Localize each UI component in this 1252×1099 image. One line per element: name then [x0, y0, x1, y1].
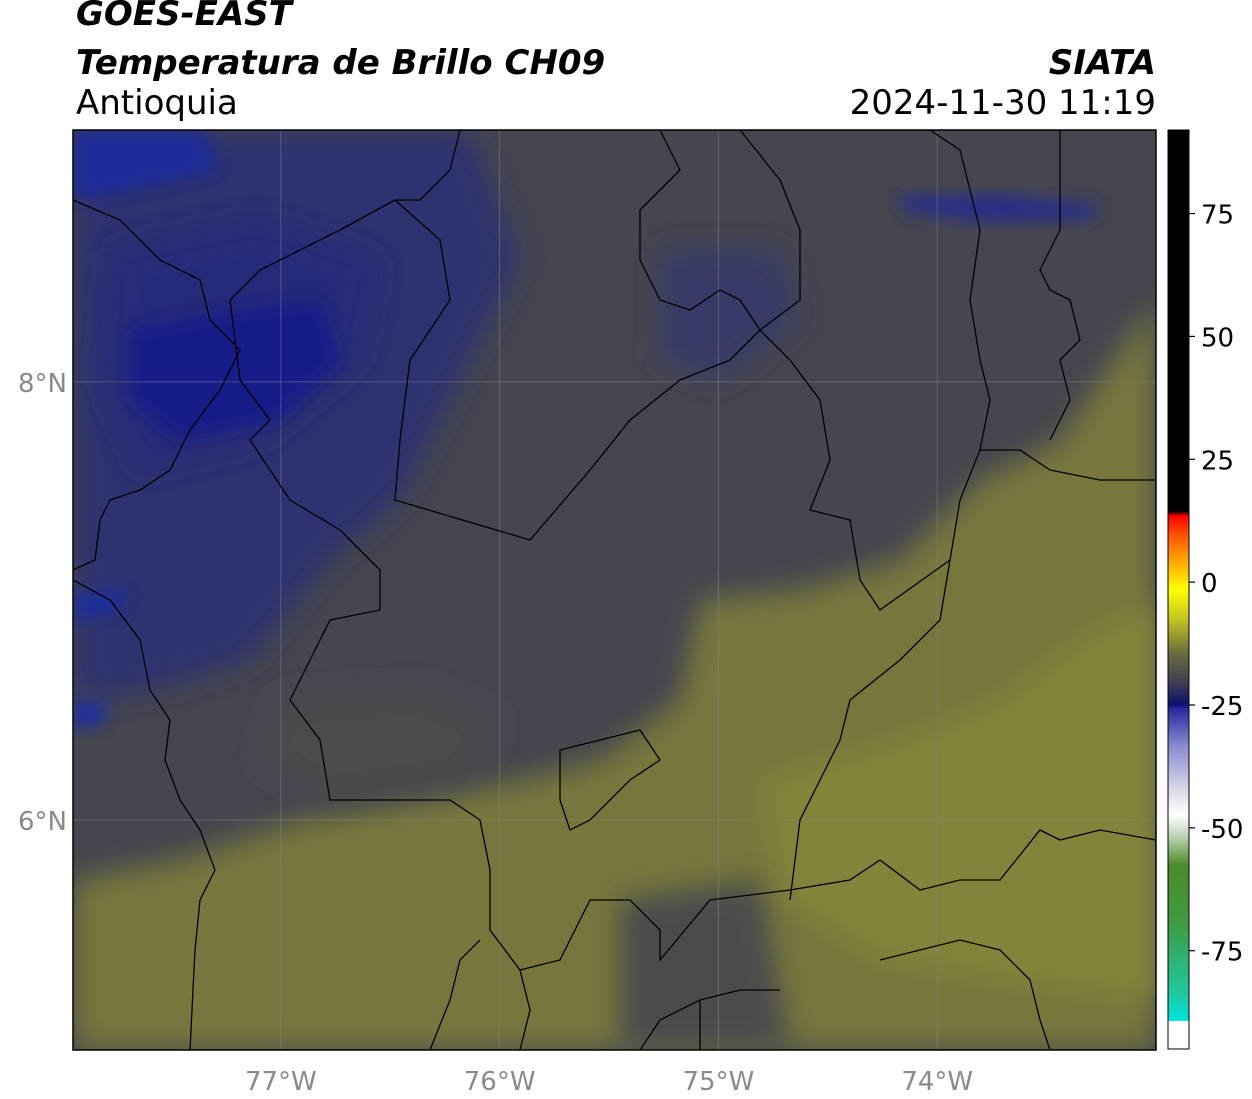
product-title: Temperatura de Brillo CH09 [76, 43, 606, 83]
colorbar-tick-label: -50 [1201, 815, 1243, 845]
lat-tick-label: 6°N [18, 807, 67, 837]
colorbar-tick-label: 25 [1201, 446, 1234, 476]
colorbar-tick-label: 50 [1201, 323, 1234, 353]
latitude-ticks: 8°N 6°N [18, 369, 67, 837]
lon-tick-label: 77°W [245, 1067, 317, 1097]
colorbar-tick-label: 75 [1201, 201, 1234, 231]
longitude-ticks: 77°W 76°W 75°W 74°W [245, 1067, 973, 1097]
lon-tick-label: 76°W [464, 1067, 536, 1097]
lon-tick-label: 75°W [683, 1067, 755, 1097]
organization-label: SIATA [1048, 43, 1156, 83]
colorbar-ticks: 75 50 25 0 -25 -50 -75 [1189, 201, 1243, 968]
lon-tick-label: 74°W [901, 1067, 973, 1097]
datetime-label: 2024-11-30 11:19 [849, 83, 1156, 123]
boundary-lines [73, 130, 1156, 1050]
colorbar-scale [1167, 129, 1190, 1050]
satellite-title: GOES-EAST [76, 0, 292, 34]
region-label: Antioquia [76, 83, 238, 123]
colorbar: 75 50 25 0 -25 -50 -75 [1167, 129, 1243, 1050]
colorbar-tick-label: -75 [1201, 938, 1243, 968]
lat-tick-label: 8°N [18, 369, 67, 399]
colorbar-tick-label: 0 [1201, 569, 1218, 599]
colorbar-tick-label: -25 [1201, 692, 1243, 722]
gridlines [73, 130, 1156, 1050]
map-frame [72, 129, 1157, 1051]
brightness-temperature-field [73, 130, 1156, 1050]
